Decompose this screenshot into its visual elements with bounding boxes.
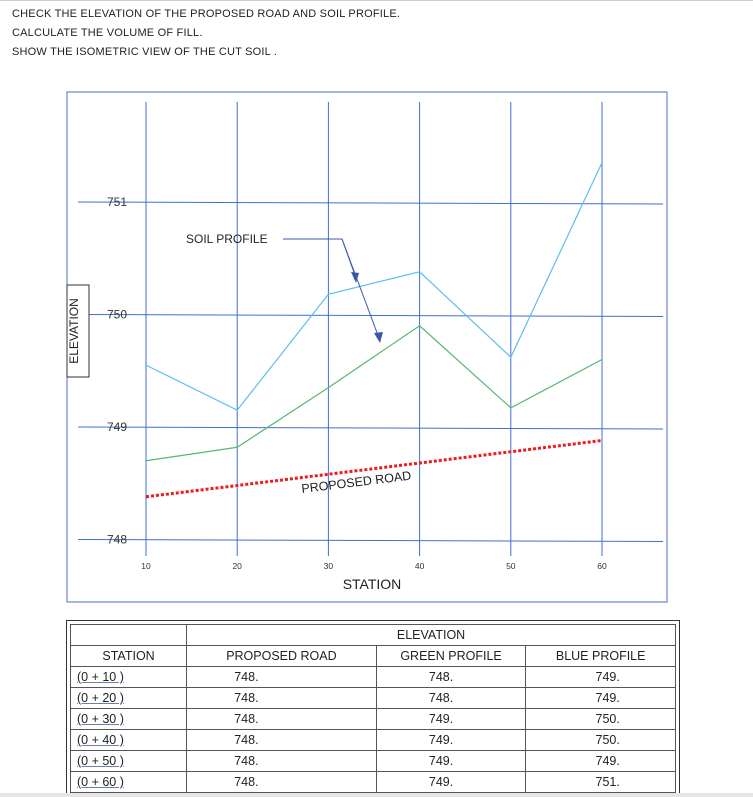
green-profile-cell: 749.: [375, 771, 527, 793]
instruction-line-1: CHECK THE ELEVATION OF THE PROPOSED ROAD…: [12, 8, 401, 20]
table-row: (0 + 40 ) 748. 749. 750.: [69, 729, 676, 751]
x-axis-label: STATION: [343, 576, 402, 592]
blue-profile-cell: 750.: [525, 729, 676, 751]
series-layer: [145, 162, 603, 499]
y-tick-label: 750: [107, 308, 127, 322]
soil-profile-annotation: SOIL PROFILE: [186, 232, 268, 246]
series-line-0: [145, 162, 603, 411]
y-axis-label: ELEVATION: [67, 298, 81, 364]
elevation-group-header: ELEVATION: [186, 624, 676, 646]
header-blue-profile: BLUE PROFILE: [525, 645, 676, 667]
elevation-table-grid: ELEVATION STATION PROPOSED ROAD GREEN PR…: [69, 624, 676, 793]
station-cell: (0 + 30 ): [69, 708, 188, 730]
green-profile-cell: 749.: [375, 750, 527, 772]
series-line-2: [145, 439, 603, 499]
x-tick-label: 40: [415, 561, 425, 571]
x-tick-label: 10: [141, 561, 151, 571]
vertical-gridlines: [145, 102, 603, 556]
proposed-road-cell: 748.: [186, 666, 377, 688]
instruction-line-3: SHOW THE ISOMETRIC VIEW OF THE CUT SOIL …: [12, 46, 278, 58]
tick-labels: 748 749 750 751 10 20 30 40 50 60: [107, 195, 607, 571]
bottom-edge: [0, 793, 753, 797]
x-tick-label: 20: [232, 561, 242, 571]
chart-frame: [66, 91, 668, 603]
ylabel-box: [66, 284, 90, 378]
table-row: (0 + 30 ) 748. 749. 750.: [69, 708, 676, 730]
soil-profile-arrow-line: [341, 238, 380, 339]
table-blank-cell: [69, 624, 188, 646]
blue-profile-cell: 750.: [525, 708, 676, 730]
proposed-road-cell: 748.: [186, 729, 377, 751]
table-row: (0 + 50 ) 748. 749. 749.: [69, 750, 676, 772]
table-row: (0 + 60 ) 748. 749. 751.: [69, 771, 676, 793]
x-tick-label: 50: [506, 561, 516, 571]
y-tick-label: 749: [107, 420, 127, 434]
instruction-line-2: CALCULATE THE VOLUME OF FILL.: [12, 27, 203, 39]
station-cell: (0 + 10 ): [69, 666, 188, 688]
proposed-road-cell: 748.: [186, 771, 377, 793]
proposed-road-cell: 748.: [186, 687, 377, 709]
y-tick-label: 751: [107, 195, 127, 209]
y-tick-label: 748: [107, 533, 127, 547]
table-row: (0 + 20 ) 748. 748. 749.: [69, 687, 676, 709]
blue-profile-cell: 751.: [525, 771, 676, 793]
table-group-header-row: ELEVATION: [69, 624, 676, 646]
blue-profile-cell: 749.: [525, 687, 676, 709]
blue-profile-cell: 749.: [525, 666, 676, 688]
series-line-1: [145, 324, 603, 462]
table-header-row: STATION PROPOSED ROAD GREEN PROFILE BLUE…: [69, 645, 676, 667]
x-tick-label: 30: [324, 561, 334, 571]
soil-profile-arrowhead-1: [351, 272, 359, 283]
station-cell: (0 + 60 ): [69, 771, 188, 793]
proposed-road-cell: 748.: [186, 708, 377, 730]
gridline-y-749: [77, 426, 664, 430]
green-profile-cell: 748.: [375, 687, 527, 709]
x-tick-label: 60: [597, 561, 607, 571]
proposed-road-cell: 748.: [186, 750, 377, 772]
header-proposed-road: PROPOSED ROAD: [186, 645, 377, 667]
elevation-chart: 748 749 750 751 10 20 30 40 50 60 ELEVATION STATI…: [66, 91, 668, 603]
header-green-profile: GREEN PROFILE: [375, 645, 527, 667]
green-profile-cell: 749.: [375, 729, 527, 751]
top-rule: [0, 0, 753, 1]
soil-profile-arrowhead-2: [374, 332, 383, 343]
green-profile-cell: 748.: [375, 666, 527, 688]
station-cell: (0 + 50 ): [69, 750, 188, 772]
station-cell: (0 + 20 ): [69, 687, 188, 709]
gridline-y-751: [77, 201, 664, 205]
elevation-table: ELEVATION STATION PROPOSED ROAD GREEN PR…: [66, 620, 680, 796]
green-profile-cell: 749.: [375, 708, 527, 730]
station-cell: (0 + 40 ): [69, 729, 188, 751]
gridline-y-748: [77, 539, 664, 542]
header-station: STATION: [69, 645, 188, 667]
table-row: (0 + 10 ) 748. 748. 749.: [69, 666, 676, 688]
blue-profile-cell: 749.: [525, 750, 676, 772]
